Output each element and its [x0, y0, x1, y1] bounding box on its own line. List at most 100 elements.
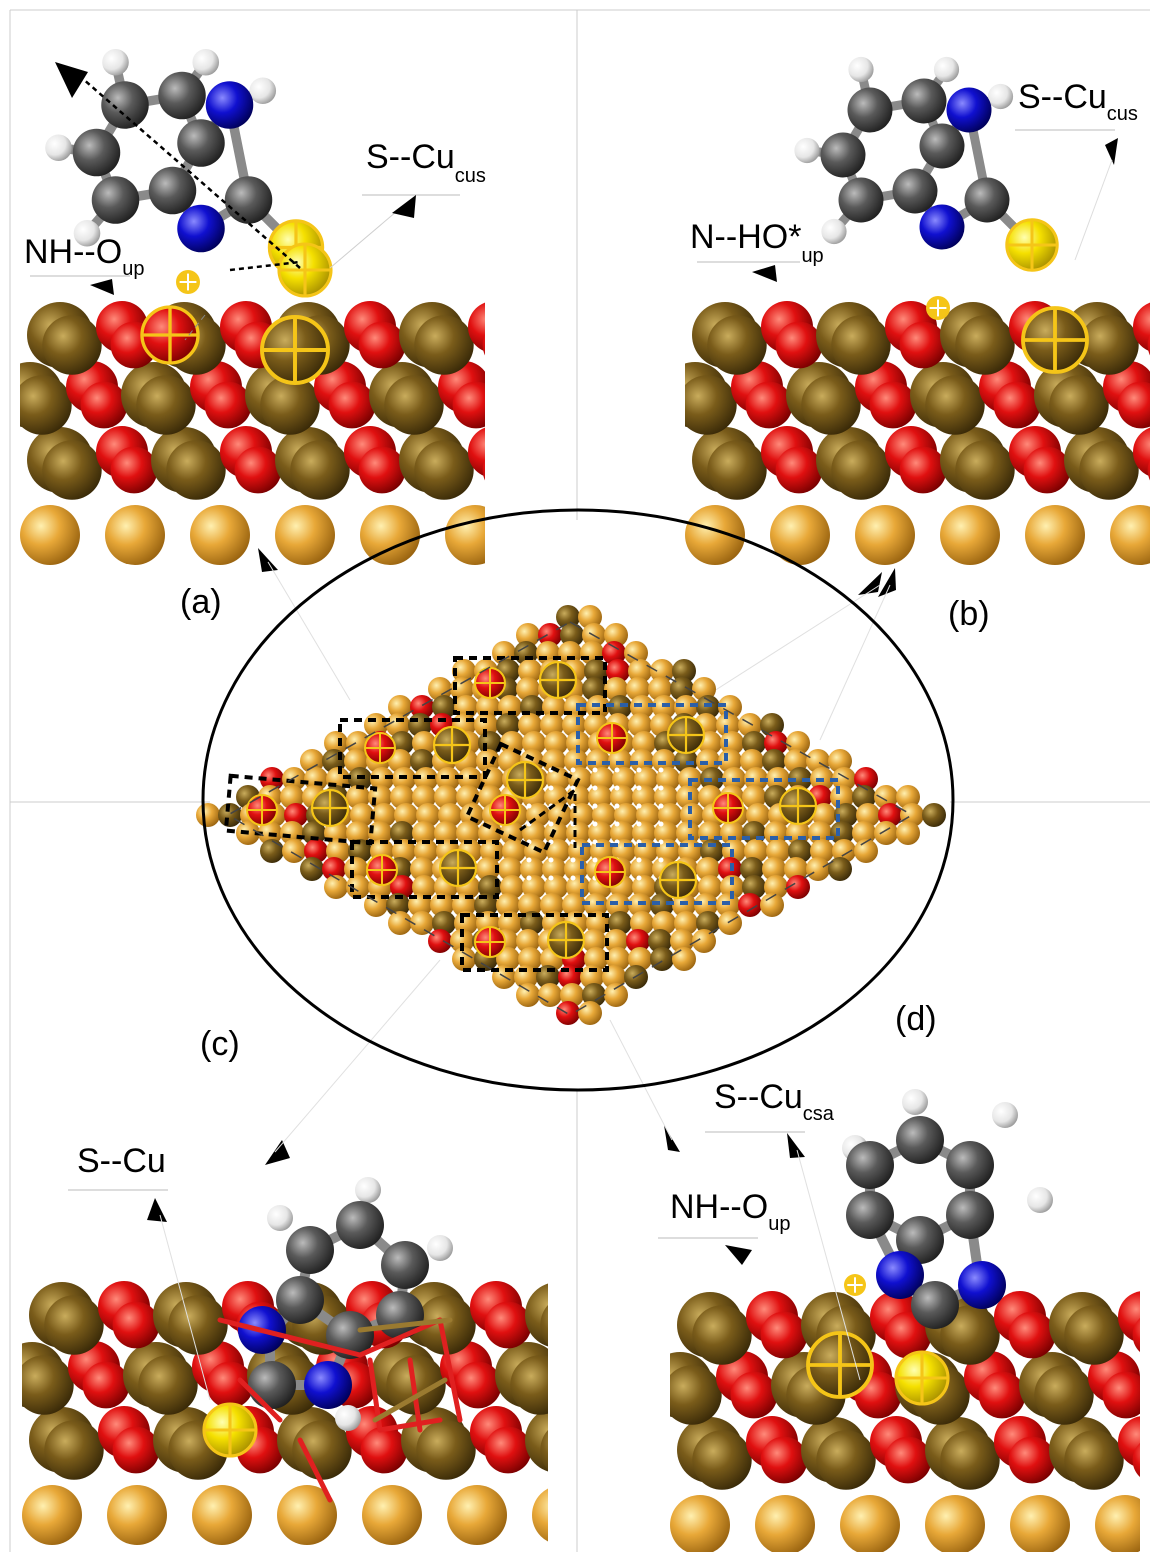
copper-atom: [476, 749, 500, 773]
copper-atom: [476, 857, 500, 881]
copper-atom: [498, 857, 522, 881]
copper-oxide-atom: [670, 1365, 722, 1425]
copper-atom: [346, 785, 370, 809]
hydrogen-atom: [848, 56, 874, 83]
copper-atom: [282, 767, 306, 791]
carbon-atom: [336, 1201, 384, 1249]
oxygen-atom: [468, 427, 485, 477]
oxygen-atom: [1147, 334, 1150, 356]
copper-atom: [516, 677, 540, 701]
copper-atom: [518, 893, 542, 917]
nitrogen-atom: [946, 87, 992, 133]
copper-atom: [438, 803, 462, 827]
oxygen-atom: [260, 767, 284, 791]
copper-atom: [516, 623, 540, 647]
bond: [377, 1417, 443, 1433]
copper-atom: [478, 821, 502, 845]
adsorbed-molecules: [45, 48, 1089, 1503]
copper-oxide-atom: [560, 623, 584, 647]
oxygen-atom: [786, 875, 810, 899]
copper-atom: [388, 695, 412, 719]
panel-a-annotations: [30, 62, 460, 701]
copper-oxide-atom: [260, 375, 320, 435]
copper-atom: [544, 821, 568, 845]
copper-atom: [718, 911, 742, 935]
copper-atom: [566, 821, 590, 845]
copper-oxide-atom: [955, 315, 1015, 375]
copper-atom: [694, 893, 718, 917]
copper-atom: [496, 893, 520, 917]
panel-a-surface: [20, 301, 485, 565]
copper-atom: [496, 947, 520, 971]
copper-atom: [610, 785, 634, 809]
copper-atom: [538, 983, 562, 1007]
copper-oxide-atom: [1049, 375, 1109, 435]
copper-oxide-atom: [525, 1283, 548, 1347]
copper-oxide-atom: [138, 1355, 198, 1415]
copper-oxide-atom: [692, 1430, 752, 1490]
copper-atom: [450, 929, 474, 953]
copper-oxide-atom: [582, 677, 606, 701]
copper-atom: [744, 767, 768, 791]
copper-atom: [430, 893, 454, 917]
carbon-atom: [177, 119, 225, 167]
oxygen-atom: [730, 1371, 778, 1419]
copper-atom: [500, 821, 524, 845]
copper-oxide-atom: [828, 857, 852, 881]
carbon-atom: [276, 1276, 324, 1324]
copper-atom: [452, 659, 476, 683]
oxygen-atom: [1133, 427, 1150, 477]
site-box-black: [460, 913, 609, 972]
central-ellipse: [201, 508, 955, 1092]
copper-atom: [456, 821, 480, 845]
bond: [357, 1317, 443, 1358]
copper-oxide-atom: [432, 911, 456, 935]
copper-atom: [414, 839, 438, 863]
copper-oxide-atom: [22, 1355, 74, 1415]
copper-oxide-atom: [670, 677, 694, 701]
copper-atom: [502, 839, 526, 863]
copper-atom: [540, 893, 564, 917]
surface-site: [548, 875, 554, 881]
copper-atom: [634, 767, 658, 791]
copper-atom: [674, 911, 698, 935]
copper-atom: [628, 947, 652, 971]
copper-atom: [1110, 505, 1150, 565]
oxygen-atom: [358, 321, 406, 369]
hydrogen-atom: [73, 219, 101, 247]
copper-atom: [578, 605, 602, 629]
copper-oxide-atom: [692, 1305, 752, 1365]
copper-atom: [762, 857, 786, 881]
carbon-atom: [158, 71, 206, 120]
copper-atom: [654, 785, 678, 809]
oxygen-atom: [1102, 1371, 1140, 1419]
copper-atom: [346, 731, 370, 755]
oxygen-atom: [1132, 1442, 1140, 1478]
copper-oxide-atom: [525, 1408, 548, 1472]
bond: [437, 1317, 463, 1423]
carbon-atom: [846, 1191, 894, 1239]
copper-atom: [280, 821, 304, 845]
carbon-atom: [946, 1191, 994, 1239]
surface-site: [548, 785, 554, 791]
oxygen-atom: [556, 1001, 580, 1025]
copper-atom: [540, 713, 564, 737]
site-box-black: [453, 656, 607, 715]
copper-atom: [580, 965, 604, 989]
copper-atom: [628, 659, 652, 683]
oxygen-atom: [760, 1311, 808, 1359]
copper-atom: [542, 857, 566, 881]
copper-oxide-atom: [414, 315, 474, 375]
panel-d-annotations: [609, 1019, 861, 1381]
copper-oxide-atom: [1079, 440, 1139, 500]
copper-atom: [738, 713, 762, 737]
copper-atom: [500, 875, 524, 899]
panel-c-bond-label-s-cu: S--Cu: [77, 1142, 166, 1180]
copper-oxide-atom: [290, 440, 350, 500]
surface-site: [570, 767, 576, 773]
copper-atom: [630, 857, 654, 881]
oxygen-atom: [899, 446, 947, 494]
copper-atom: [784, 857, 808, 881]
copper-atom: [516, 929, 540, 953]
copper-atom: [604, 677, 628, 701]
